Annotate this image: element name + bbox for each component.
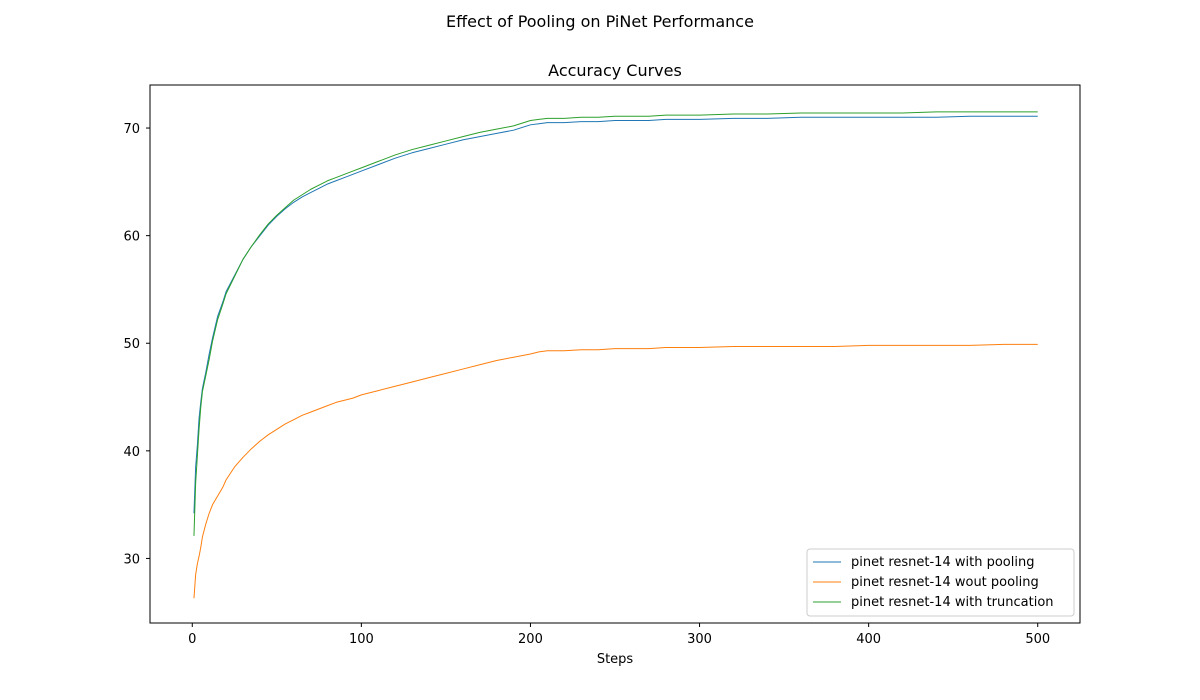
series-line-2 [193,111,1038,536]
x-tick-label: 200 [518,632,543,647]
series-lines [193,111,1038,599]
y-tick-label: 60 [123,230,140,245]
legend-label-pooling: pinet resnet-14 with pooling [851,555,1034,570]
x-tick-label: 0 [188,632,196,647]
y-tick-label: 50 [123,337,140,352]
figure-suptitle: Effect of Pooling on PiNet Performance [446,12,754,31]
x-tick-label: 500 [1025,632,1050,647]
y-tick-label: 30 [123,552,140,567]
legend-label-wout-pooling: pinet resnet-14 wout pooling [851,575,1039,590]
y-tick-label: 70 [123,122,140,137]
x-tick-label: 400 [856,632,881,647]
plot-area-frame [149,84,1081,624]
x-axis-ticks: 0 100 200 300 400 500 [188,623,1050,647]
legend-box [806,548,1075,617]
legend-label-truncation: pinet resnet-14 with truncation [851,595,1054,610]
series-line-0 [193,115,1038,514]
x-tick-label: 100 [349,632,374,647]
y-axis-ticks: 30 40 50 60 70 [123,122,150,567]
x-tick-label: 300 [687,632,712,647]
x-axis-label: Steps [597,652,634,667]
legend: pinet resnet-14 with pooling pinet resne… [806,548,1075,617]
series-line-1 [193,343,1038,599]
y-tick-label: 40 [123,445,140,460]
chart-title: Accuracy Curves [548,61,682,80]
